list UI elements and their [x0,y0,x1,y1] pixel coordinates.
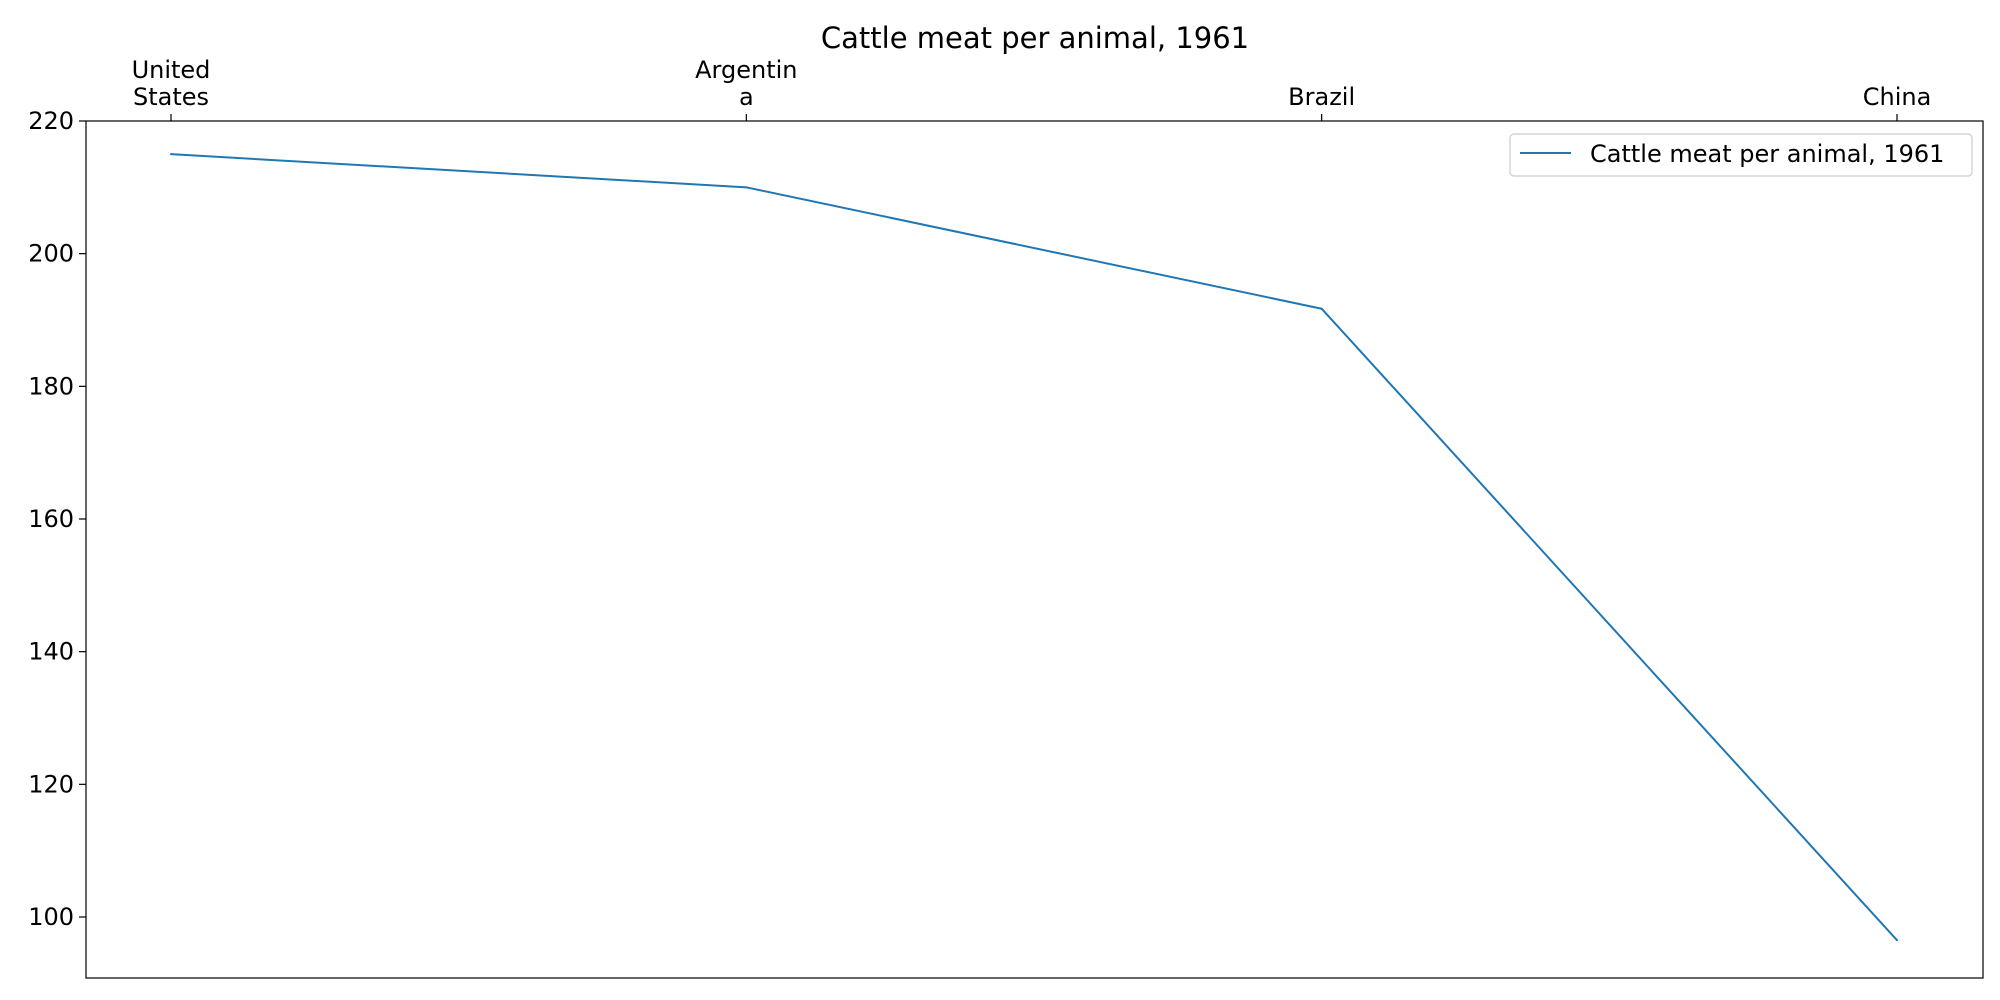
x-tick-label: Argentin a [695,56,797,111]
y-axis-ticks: 100 120 140 160 180 200 220 [28,107,86,931]
y-tick-label: 200 [28,240,74,268]
x-tick-label-line: States [133,83,209,111]
data-point [170,153,172,156]
x-tick-label-line: a [739,83,754,111]
x-tick-label-line: Argentin [695,56,797,84]
y-tick-label: 220 [28,107,74,135]
plot-area-frame [85,120,1984,979]
x-tick-label-line: United [132,56,211,84]
chart-title: Cattle meat per animal, 1961 [821,21,1249,55]
x-tick-label-line: China [1863,83,1932,111]
x-tick-label: China [1863,83,1932,111]
x-axis-ticks: United States Argentin a Brazil China [132,56,1932,121]
y-tick-label: 160 [28,505,74,533]
series-line [170,153,1898,941]
legend: Cattle meat per animal, 1961 [1509,133,1973,177]
y-tick-label: 100 [28,903,74,931]
y-tick-label: 140 [28,638,74,666]
legend-box [1509,133,1973,177]
y-tick-label: 120 [28,770,74,798]
x-tick-label-line: Brazil [1288,83,1355,111]
data-point [1896,939,1898,942]
x-tick-label: United States [132,56,211,111]
x-tick-label: Brazil [1288,83,1355,111]
legend-label: Cattle meat per animal, 1961 [1590,140,1944,168]
y-tick-label: 180 [28,372,74,400]
series-layer [170,153,1898,942]
data-point [745,186,748,189]
data-point [1320,307,1323,310]
